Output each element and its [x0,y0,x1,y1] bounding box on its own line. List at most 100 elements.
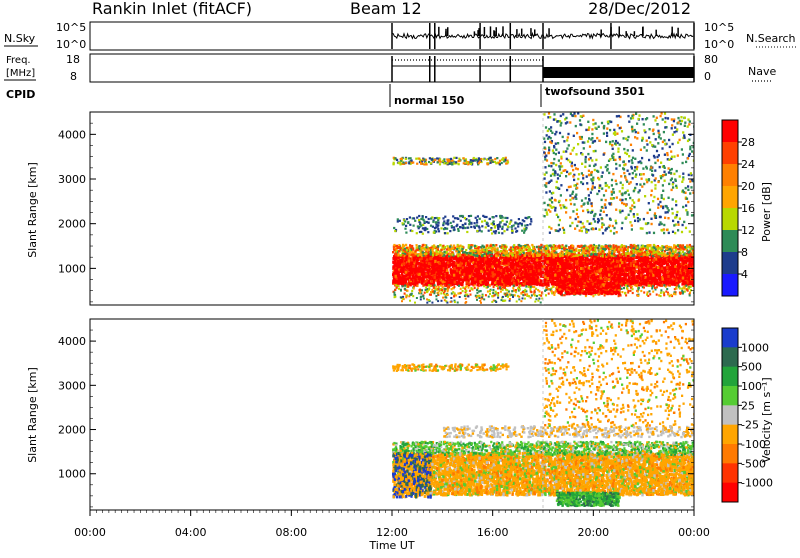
heatmap-cell [606,278,608,281]
heatmap-cell [459,264,461,267]
heatmap-cell [667,263,669,266]
heatmap-cell [521,266,523,269]
heatmap-cell [544,279,546,282]
heatmap-cell [677,277,679,280]
heatmap-cell [549,267,551,270]
heatmap-cell [644,256,646,259]
heatmap-cell [533,270,535,273]
heatmap-cell [408,260,410,263]
heatmap-cell [502,262,504,265]
heatmap-cell [608,274,610,277]
heatmap-cell [412,275,414,278]
heatmap-cell [674,265,676,268]
heatmap-cell [498,263,500,266]
heatmap-cell [438,281,440,284]
heatmap-cell [522,276,524,279]
heatmap-cell [566,269,568,272]
heatmap-cell [423,258,425,261]
heatmap-cell [509,283,511,286]
heatmap-cell [537,282,539,285]
heatmap-cell [659,261,661,264]
heatmap-cell [582,277,584,280]
heatmap-cell [507,278,509,281]
heatmap-cell [470,265,472,268]
heatmap-cell [489,265,491,268]
heatmap-cell [420,270,422,273]
heatmap-cell [596,265,598,268]
heatmap-cell [656,282,658,285]
heatmap-cell [531,259,533,262]
heatmap-cell [623,276,625,279]
heatmap-cell [623,273,625,276]
heatmap-cell [498,283,500,286]
heatmap-cell [588,266,590,269]
heatmap-cell [640,283,642,286]
heatmap-cell [688,265,690,268]
heatmap-cell [604,259,606,262]
heatmap-cell [519,257,521,260]
heatmap-cell [409,283,411,286]
heatmap-cell [566,264,568,267]
heatmap-cell [590,266,592,269]
heatmap-cell [649,277,651,280]
heatmap-cell [491,283,493,286]
heatmap-cell [653,258,655,261]
heatmap-cell [538,269,540,272]
heatmap-cell [558,258,560,261]
heatmap-cell [421,282,423,285]
heatmap-cell [686,260,688,263]
nave-label: Nave [748,65,776,78]
heatmap-cell [463,262,465,265]
heatmap-cell [580,271,582,274]
heatmap-cell [576,265,578,268]
heatmap-cell [477,282,479,285]
heatmap-cell [516,265,518,268]
heatmap-cell [483,277,485,280]
heatmap-cell [646,269,648,272]
heatmap-cell [664,269,666,272]
heatmap-cell [647,257,649,260]
heatmap-cell [421,257,423,260]
heatmap-cell [653,277,655,280]
heatmap-cell [401,277,403,280]
heatmap-cell [669,260,671,263]
heatmap-cell [397,278,399,281]
heatmap-cell [690,256,692,259]
heatmap-cell [410,259,412,262]
heatmap-cell [461,282,463,285]
heatmap-cell [523,265,525,268]
heatmap-cell [505,280,507,283]
freq-tick-top: 18 [66,53,80,66]
heatmap-cell [573,265,575,268]
heatmap-cell [469,275,471,278]
heatmap-cell [474,281,476,284]
heatmap-cell [636,280,638,283]
nsky-label: N.Sky [4,32,36,45]
heatmap-cell [672,273,674,276]
heatmap-cell [689,270,691,273]
heatmap-cell [573,274,575,277]
heatmap-cell [685,265,687,268]
heatmap-cell [679,265,681,268]
heatmap-cell [533,274,535,277]
nsky-left-tick-bottom: 10^0 [56,38,86,51]
heatmap-cell [587,258,589,261]
nsky-trace [392,23,694,49]
heatmap-cell [395,257,397,260]
heatmap-cell [405,274,407,277]
heatmap-cell [444,263,446,266]
heatmap-cell [638,270,640,273]
heatmap-cell [472,277,474,280]
cpid-markers: normal 150 twofsound 3501 [390,84,645,107]
heatmap-cell [525,265,527,268]
heatmap-cell [562,268,564,271]
nsearch-label: N.Search [746,32,796,45]
heatmap-cell [637,275,639,278]
station-title: Rankin Inlet (fitACF) [92,0,252,18]
heatmap-cell [682,262,684,265]
heatmap-cell [659,275,661,278]
heatmap-cell [516,280,518,283]
heatmap-cell [394,279,396,282]
heatmap-cell [626,267,628,270]
